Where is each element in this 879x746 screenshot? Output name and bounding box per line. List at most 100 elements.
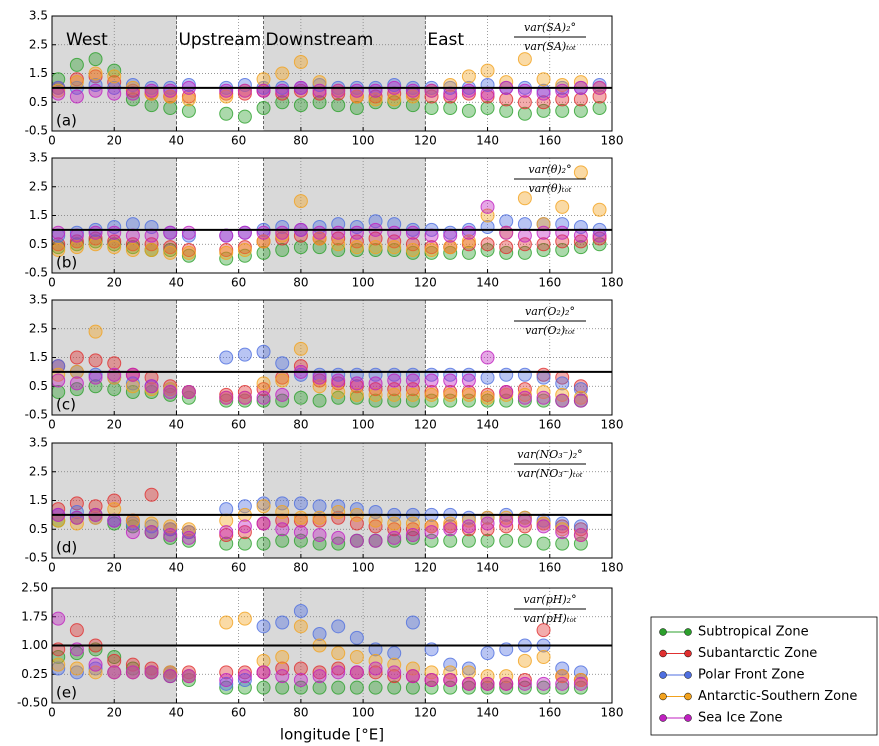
point: [405, 615, 420, 630]
point: [499, 513, 514, 528]
point: [517, 191, 532, 206]
point: [69, 89, 84, 104]
point: [293, 341, 308, 356]
point: [107, 240, 122, 255]
annotation-numerator: var(θ)₂°: [528, 163, 571, 176]
point: [424, 673, 439, 687]
point: [256, 516, 271, 531]
point: [125, 665, 140, 680]
point: [573, 92, 588, 107]
point: [312, 680, 327, 695]
point: [181, 225, 196, 240]
point: [275, 243, 290, 257]
point: [293, 510, 308, 525]
x-tick-label: 80: [293, 418, 308, 432]
point: [536, 370, 551, 385]
point: [443, 228, 458, 243]
point: [349, 650, 364, 664]
point: [480, 63, 495, 78]
point: [69, 75, 84, 90]
point: [461, 665, 476, 680]
point: [461, 519, 476, 534]
point: [69, 665, 84, 680]
point: [237, 611, 252, 626]
point: [536, 390, 551, 405]
point: [275, 680, 290, 695]
point: [536, 86, 551, 101]
panel-label: (e): [56, 684, 77, 702]
y-tick-label: 1.00: [21, 638, 48, 652]
point: [293, 390, 308, 405]
x-tick-label: 60: [231, 418, 246, 432]
point: [312, 231, 327, 246]
point: [461, 387, 476, 402]
point: [424, 680, 439, 695]
point: [480, 646, 495, 661]
point: [461, 225, 476, 240]
x-tick-label: 80: [293, 706, 308, 720]
x-tick-label: 120: [414, 418, 437, 432]
x-tick-label: 80: [293, 276, 308, 290]
point: [349, 83, 364, 98]
legend-dot: [659, 714, 667, 722]
x-tick-label: 20: [107, 134, 122, 148]
point: [219, 245, 234, 260]
point: [107, 653, 122, 668]
point: [237, 385, 252, 399]
point: [368, 533, 383, 548]
point: [368, 376, 383, 391]
point: [573, 240, 588, 255]
point: [125, 367, 140, 382]
y-tick-label: 3.5: [29, 293, 48, 307]
point: [144, 83, 159, 98]
point: [69, 57, 84, 72]
annotation-numerator: var(O₂)₂°: [525, 305, 575, 318]
point: [331, 646, 346, 661]
point: [443, 680, 458, 695]
x-tick-label: 180: [601, 418, 624, 432]
point: [499, 103, 514, 118]
point: [555, 676, 570, 691]
point: [461, 373, 476, 388]
y-tick-label: -0.5: [25, 551, 48, 565]
point: [424, 519, 439, 534]
point: [52, 243, 66, 257]
point: [480, 237, 495, 252]
y-tick-label: 2.5: [29, 464, 48, 478]
panel-label: (d): [56, 539, 77, 557]
point: [424, 243, 439, 257]
point: [107, 665, 122, 680]
shaded-region: [263, 16, 426, 131]
point: [517, 390, 532, 405]
point: [275, 505, 290, 519]
point: [349, 376, 364, 391]
point: [405, 237, 420, 252]
point: [536, 225, 551, 240]
point: [555, 525, 570, 540]
point: [312, 83, 327, 98]
point: [312, 665, 327, 680]
point: [368, 83, 383, 98]
point: [331, 98, 346, 113]
point: [219, 615, 234, 630]
point: [88, 665, 103, 680]
x-tick-label: 180: [601, 706, 624, 720]
point: [331, 243, 346, 257]
point: [331, 231, 346, 246]
point: [387, 387, 402, 402]
point: [424, 83, 439, 98]
point: [219, 665, 234, 680]
point: [387, 646, 402, 661]
point: [237, 519, 252, 534]
point: [237, 225, 252, 240]
x-tick-label: 120: [414, 706, 437, 720]
y-tick-label: 0.25: [21, 667, 48, 681]
point: [144, 525, 159, 540]
point: [461, 533, 476, 548]
point: [125, 657, 140, 672]
x-tick-label: 180: [601, 561, 624, 575]
point: [88, 324, 103, 339]
panel-label: (a): [56, 112, 77, 130]
point: [499, 240, 514, 255]
point: [349, 225, 364, 240]
